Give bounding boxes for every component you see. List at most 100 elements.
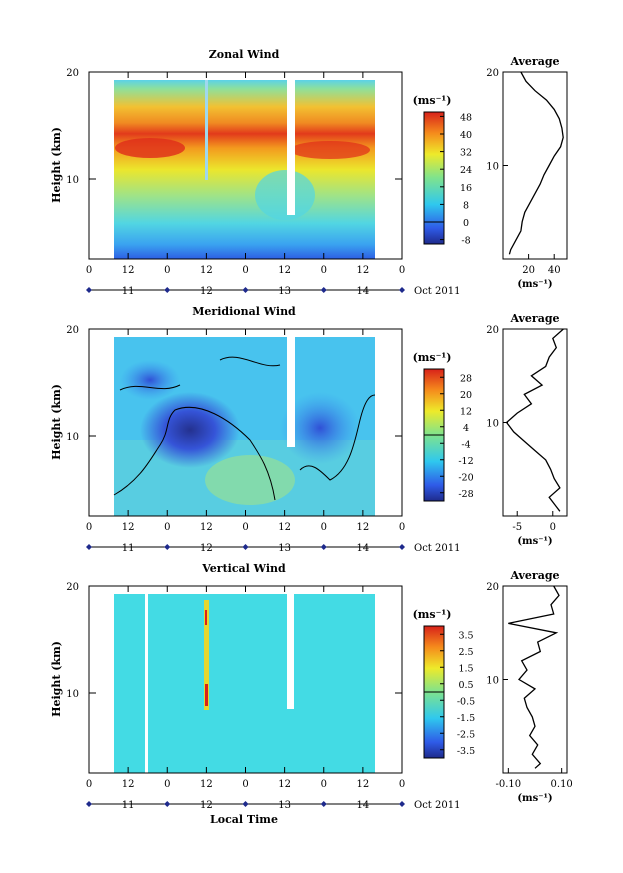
meridional-profile-xlabel: (ms⁻¹) xyxy=(517,536,552,547)
meridional-xtick-label: 0 xyxy=(86,522,92,533)
vertical-colorbar-label: 2.5 xyxy=(458,647,473,658)
meridional-colorbar-unit: (ms⁻¹) xyxy=(413,351,452,364)
vertical-ytick-20: 20 xyxy=(66,582,79,593)
zonal-day-label: 13 xyxy=(278,286,291,297)
zonal-colorbar: 48 40 32 24 16 8 0 -8 xyxy=(423,111,472,247)
meridional-colorbar-label: 20 xyxy=(460,390,472,401)
x-axis-title: Local Time xyxy=(210,813,278,826)
vertical-profile-xtick-label: 0.10 xyxy=(551,779,573,790)
zonal-x-ticks: 0 12 0 12 0 12 0 12 0 xyxy=(86,72,405,276)
meridional-ylabel: Height (km) xyxy=(50,384,63,460)
zonal-xtick-label: 0 xyxy=(242,265,248,276)
vertical-average-profile: Average 20 10 -0.10 0.10 (ms⁻¹) xyxy=(486,569,573,804)
vertical-xtick-label: 12 xyxy=(200,779,213,790)
vertical-xtick-label: 0 xyxy=(321,779,327,790)
vertical-colorbar-unit: (ms⁻¹) xyxy=(413,608,452,621)
meridional-profile-frame xyxy=(502,328,568,517)
meridional-title: Meridional Wind xyxy=(192,305,296,318)
zonal-date-label: Oct 2011 xyxy=(414,286,460,297)
zonal-day-marker xyxy=(164,287,171,293)
vertical-colorbar-label: -3.5 xyxy=(457,746,475,757)
meridional-day-label: 14 xyxy=(357,543,370,554)
zonal-day-label: 14 xyxy=(357,286,370,297)
zonal-profile-xlabel: (ms⁻¹) xyxy=(517,279,552,290)
meridional-data-gap xyxy=(287,337,295,447)
meridional-date-label: Oct 2011 xyxy=(414,543,460,554)
vertical-colorbar-label: -1.5 xyxy=(457,713,475,724)
zonal-profile-title: Average xyxy=(509,55,559,68)
meridional-colorbar-label: -12 xyxy=(458,456,473,467)
zonal-xtick-label: 12 xyxy=(200,265,213,276)
meridional-y-ticks xyxy=(89,328,402,437)
vertical-field xyxy=(114,594,375,773)
zonal-profile-ytick-label: 20 xyxy=(486,68,499,79)
meridional-zero-contour xyxy=(113,356,376,501)
zonal-day-marker xyxy=(399,287,405,293)
vertical-xtick-label: 12 xyxy=(278,779,291,790)
meridional-average-profile: Average 20 10 -5 0 (ms⁻¹) xyxy=(486,312,568,547)
meridional-ytick-10: 10 xyxy=(66,432,79,443)
meridional-day-marker xyxy=(164,544,171,550)
zonal-colorbar-label: 48 xyxy=(460,112,472,123)
zonal-colorbar-label: 32 xyxy=(460,148,472,159)
vertical-date-label: Oct 2011 xyxy=(414,800,460,811)
vertical-profile-frame xyxy=(502,585,568,774)
vertical-colorbar-label: 1.5 xyxy=(458,663,473,674)
vertical-colorbar-label: 0.5 xyxy=(458,680,473,691)
zonal-colorbar-unit: (ms⁻¹) xyxy=(413,94,452,107)
meridional-southward-core xyxy=(140,392,240,468)
zonal-day-marker xyxy=(320,287,327,293)
meridional-x-ticks: 0 12 0 12 0 12 0 12 0 xyxy=(86,329,405,533)
meridional-xtick-label: 12 xyxy=(278,522,291,533)
zonal-low-wind xyxy=(255,170,315,220)
vertical-colorbar-label: -0.5 xyxy=(457,696,475,707)
meridional-day-marker xyxy=(320,544,327,550)
vertical-day-label: 11 xyxy=(122,800,135,811)
vertical-day-axis: 11 12 13 14 xyxy=(86,800,405,811)
vertical-colorbar-label: -2.5 xyxy=(457,729,475,740)
zonal-jet-core xyxy=(115,138,185,158)
meridional-colorbar-label: -4 xyxy=(461,439,470,450)
meridional-xtick-label: 0 xyxy=(242,522,248,533)
vertical-day-label: 14 xyxy=(357,800,370,811)
vertical-colorbar-label: 3.5 xyxy=(458,630,473,641)
zonal-colorbar-label: 40 xyxy=(460,130,472,141)
vertical-updraft-streak xyxy=(205,610,207,625)
zonal-colorbar-label: 24 xyxy=(460,165,472,176)
vertical-profile-xtick-label: -0.10 xyxy=(496,779,522,790)
vertical-day-marker xyxy=(242,801,249,807)
vertical-xtick-label: 0 xyxy=(86,779,92,790)
zonal-ylabel: Height (km) xyxy=(50,127,63,203)
vertical-day-marker xyxy=(399,801,405,807)
vertical-day-label: 12 xyxy=(200,800,213,811)
meridional-profile-xtick-label: -5 xyxy=(512,522,522,533)
meridional-xtick-label: 0 xyxy=(321,522,327,533)
vertical-xtick-label: 12 xyxy=(122,779,135,790)
zonal-ytick-10: 10 xyxy=(66,175,79,186)
vertical-title: Vertical Wind xyxy=(201,562,286,575)
zonal-colorbar-label: -8 xyxy=(461,236,470,247)
meridional-day-axis: 11 12 13 14 xyxy=(86,543,405,554)
meridional-southward-core xyxy=(120,360,180,400)
vertical-profile-line xyxy=(508,585,560,769)
zonal-wind-panel: Zonal Wind 20 10 Height (km) 0 12 0 12 0 12 0 1… xyxy=(50,48,568,297)
zonal-profile-xtick-label: 20 xyxy=(522,265,535,276)
vertical-ylabel: Height (km) xyxy=(50,641,63,717)
meridional-profile-ytick-label: 10 xyxy=(486,419,499,430)
meridional-ytick-20: 20 xyxy=(66,325,79,336)
zonal-colorbar-gradient xyxy=(423,111,445,245)
meridional-profile-line xyxy=(505,328,564,512)
vertical-profile-ytick-label: 20 xyxy=(486,582,499,593)
zonal-xtick-label: 0 xyxy=(399,265,405,276)
vertical-colorbar: 3.5 2.5 1.5 0.5 -0.5 -1.5 -2.5 -3.5 xyxy=(423,625,475,759)
meridional-day-marker xyxy=(242,544,249,550)
zonal-day-axis: 11 12 13 14 xyxy=(86,286,405,297)
zonal-day-label: 11 xyxy=(122,286,135,297)
vertical-ytick-10: 10 xyxy=(66,689,79,700)
vertical-xtick-label: 0 xyxy=(164,779,170,790)
vertical-data-gap xyxy=(287,594,294,709)
meridional-profile-xtick-label: 0 xyxy=(550,522,556,533)
zonal-xtick-label: 0 xyxy=(86,265,92,276)
zonal-average-profile: Average 20 10 20 40 (ms⁻¹) xyxy=(486,55,568,290)
